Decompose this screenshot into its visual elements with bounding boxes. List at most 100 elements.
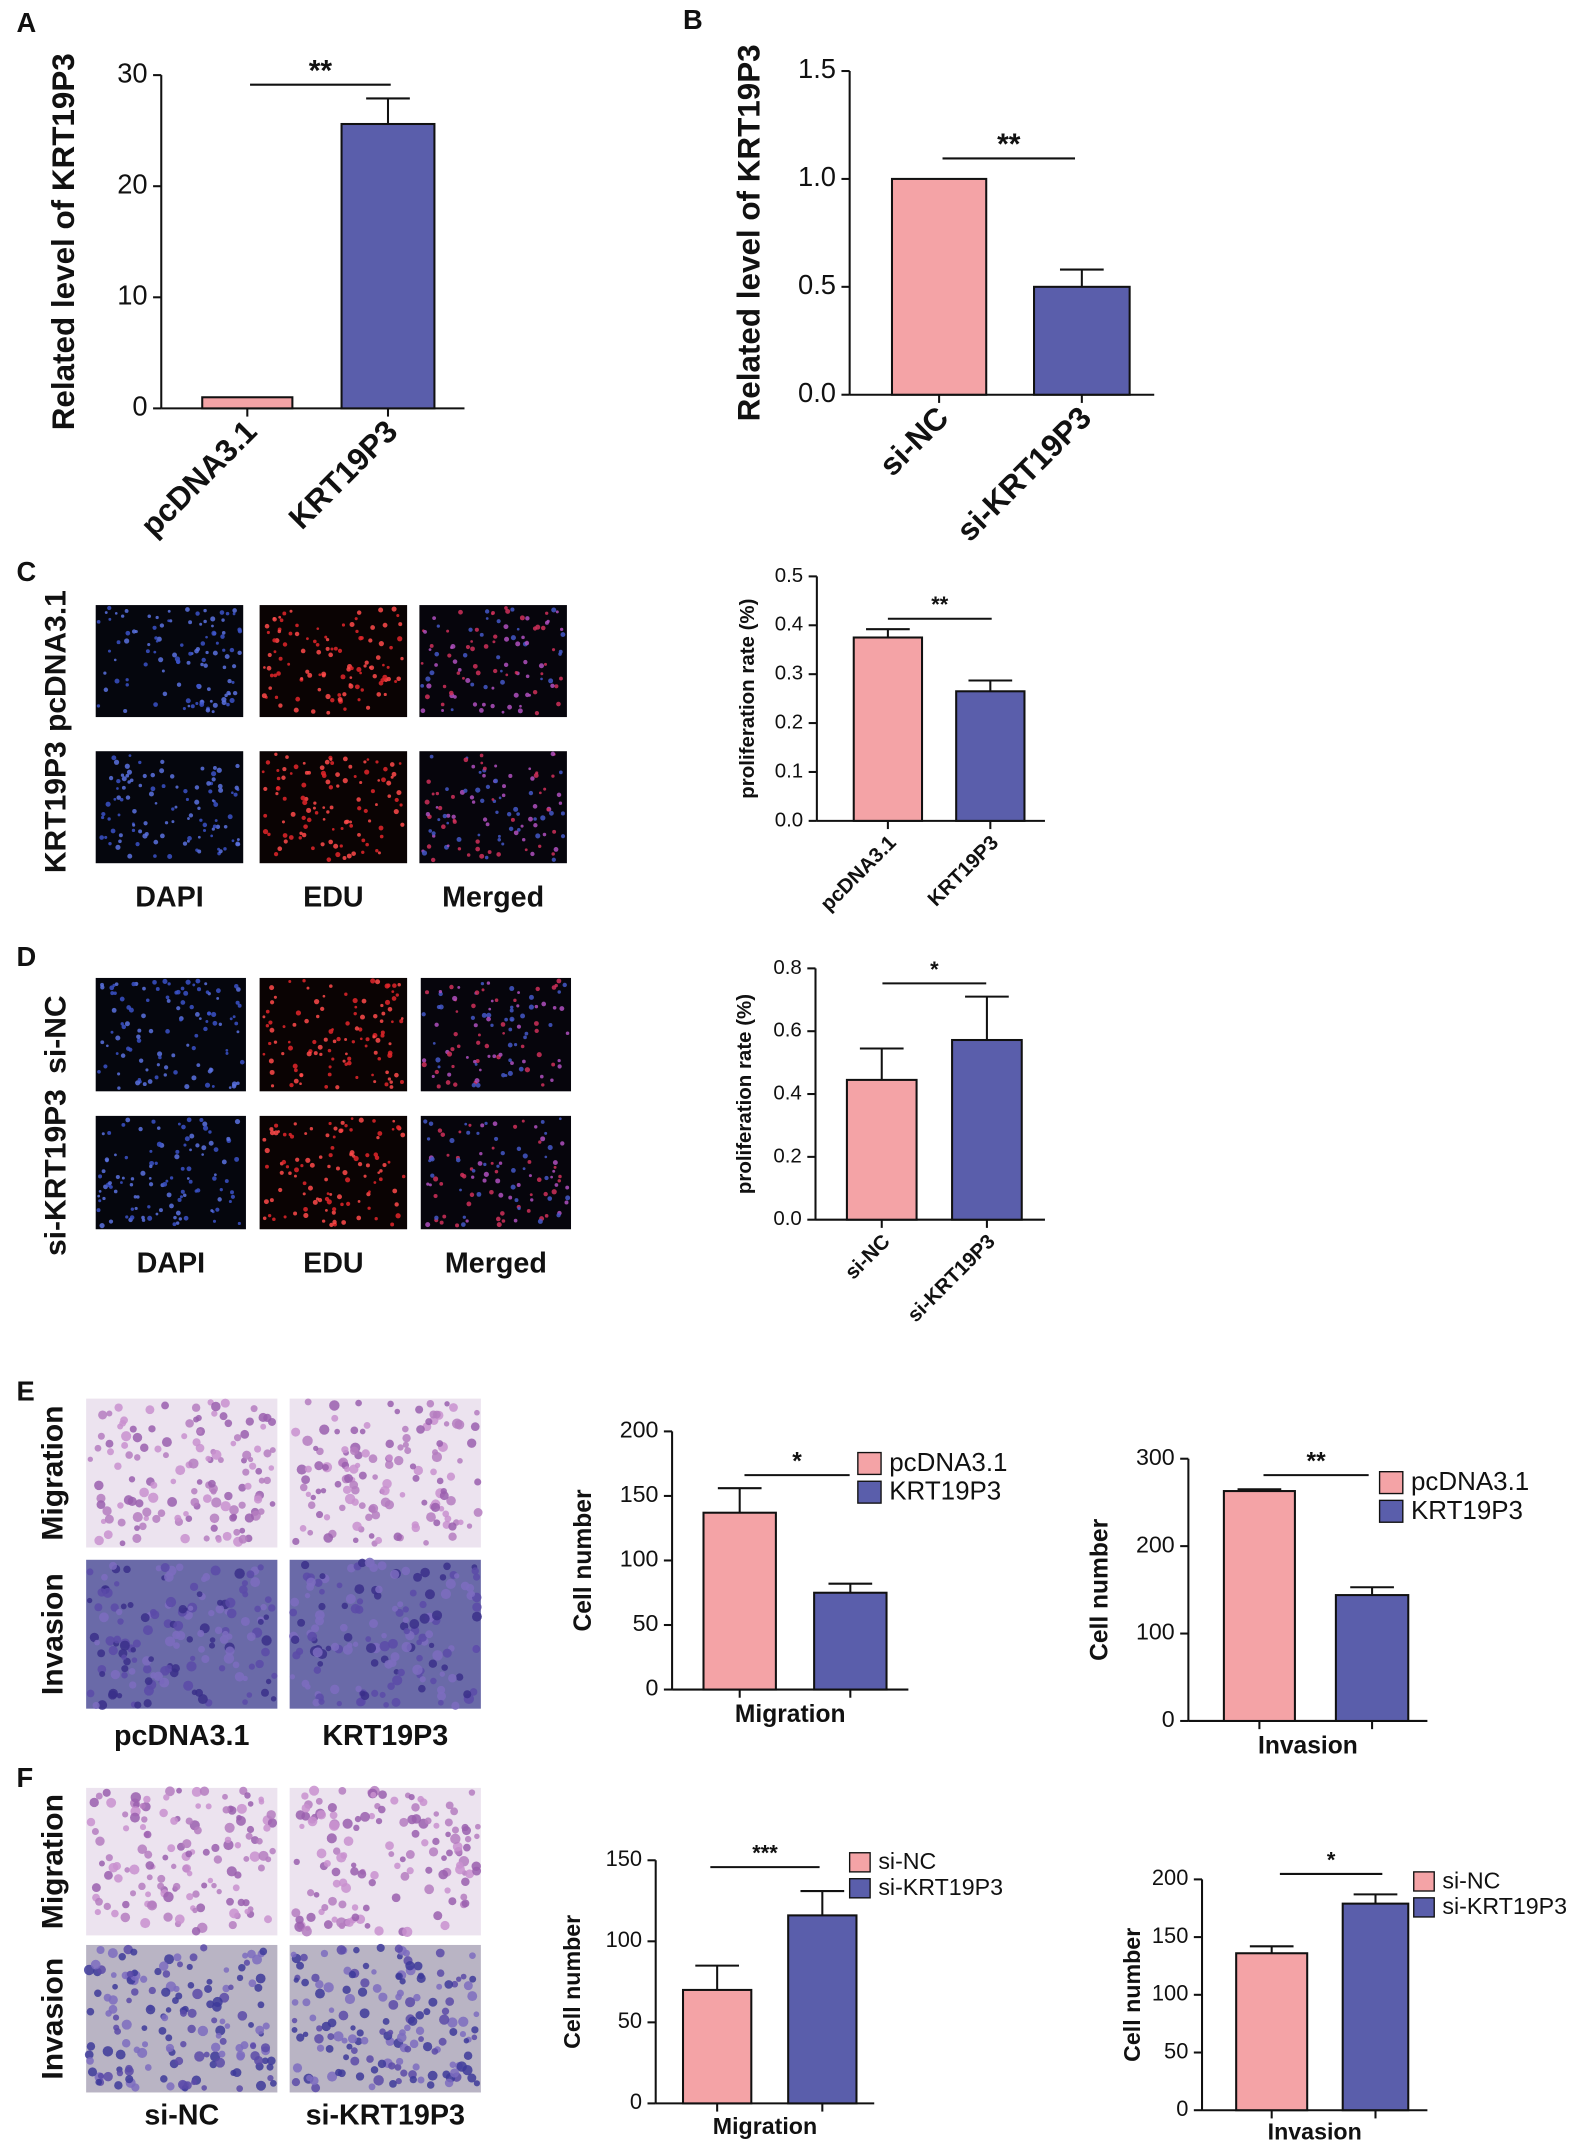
cell (103, 2071, 113, 2082)
y-tick-label: 0 (132, 391, 147, 422)
cell (395, 1213, 401, 1219)
cell (165, 2043, 174, 2052)
cell (513, 1124, 518, 1129)
cell (389, 762, 395, 767)
cell (116, 1608, 123, 1616)
cell (462, 676, 465, 680)
y-tick-label: 0.8 (773, 956, 801, 979)
cell (430, 1502, 441, 1512)
cell (190, 1655, 196, 1662)
cell (461, 1899, 470, 1908)
cell (465, 677, 471, 684)
cell (235, 2044, 244, 2053)
cell (140, 1975, 148, 1983)
cell (555, 610, 559, 614)
cell (132, 1639, 141, 1648)
cell (244, 1792, 251, 1799)
cell (525, 616, 530, 621)
cell (147, 642, 151, 647)
cell (138, 760, 142, 765)
cell (354, 1462, 361, 1469)
cell (111, 755, 117, 761)
cell (143, 1515, 149, 1522)
cell (334, 1428, 340, 1435)
cell (306, 986, 310, 990)
cell (564, 1200, 569, 1205)
cell (517, 828, 521, 832)
cell (229, 1908, 240, 1919)
cell (331, 827, 335, 831)
cell (190, 704, 195, 709)
cell (89, 1797, 99, 1808)
cell (174, 1914, 185, 1925)
cell (377, 1561, 387, 1571)
cell (334, 1480, 342, 1488)
cell (220, 1501, 231, 1512)
cell (475, 670, 481, 676)
cell (532, 689, 538, 695)
cell (226, 1608, 237, 1619)
significance-label: ** (309, 54, 333, 87)
cell (432, 1042, 436, 1045)
cell (248, 1979, 257, 1988)
cell (565, 1195, 571, 1201)
cell (438, 1869, 449, 1880)
cell (342, 778, 348, 784)
cell (491, 686, 495, 690)
cell (210, 2042, 221, 2053)
cell (479, 708, 484, 713)
column-label: DAPI (135, 881, 204, 913)
cell (167, 1844, 176, 1853)
cell (155, 1565, 162, 1572)
cell (258, 1412, 268, 1423)
cell (125, 1117, 131, 1123)
cell (399, 1080, 404, 1084)
cell (380, 1033, 385, 1038)
cell (128, 754, 132, 758)
cell (165, 995, 170, 1000)
cell (344, 1474, 354, 1483)
cell (560, 632, 566, 637)
cell (268, 1020, 273, 1025)
cell (361, 850, 365, 854)
cell (246, 1692, 253, 1698)
cell (232, 2068, 242, 2078)
cell (94, 1535, 104, 1546)
cell (528, 1174, 532, 1178)
cell (338, 1878, 348, 1887)
cell (179, 1018, 183, 1022)
cell (185, 607, 190, 612)
cell (141, 1013, 146, 1019)
cell (328, 1820, 340, 1831)
cell (293, 707, 299, 713)
row-label: Migration (37, 1405, 70, 1540)
cell (387, 794, 392, 798)
cell (416, 1425, 425, 1434)
cell (260, 1603, 267, 1611)
cell (467, 2073, 477, 2083)
cell (372, 1119, 376, 1123)
cell (114, 982, 119, 987)
cell (463, 1981, 473, 1991)
cell (335, 851, 341, 858)
cell (122, 1825, 130, 1832)
cell (437, 1691, 446, 1701)
cell (166, 1192, 172, 1198)
cell (195, 647, 201, 652)
cell (273, 673, 278, 678)
bar (951, 1038, 1023, 1221)
cell (522, 1167, 526, 1171)
cell (227, 678, 232, 684)
cell (205, 708, 211, 713)
cell (205, 1803, 212, 1810)
cell (263, 786, 268, 792)
cell (528, 767, 532, 771)
cell (457, 985, 461, 989)
cell (335, 1085, 340, 1090)
cell (127, 853, 133, 859)
cell (436, 624, 440, 628)
cell (204, 982, 208, 986)
cell (540, 1136, 546, 1142)
cell (179, 1195, 183, 1199)
cell (166, 2082, 175, 2091)
